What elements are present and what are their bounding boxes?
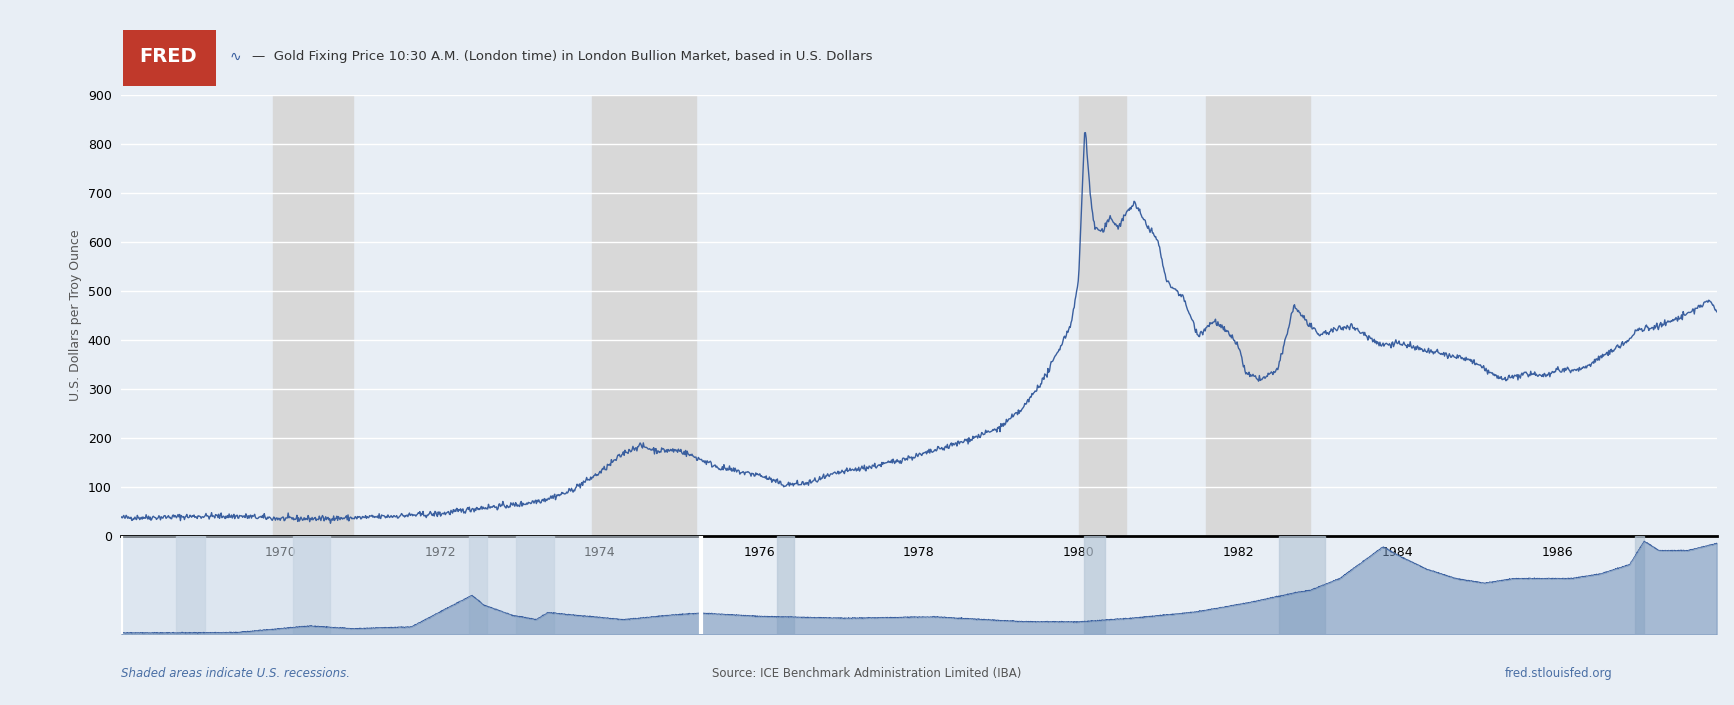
Bar — [515, 537, 553, 634]
Y-axis label: U.S. Dollars per Troy Ounce: U.S. Dollars per Troy Ounce — [69, 230, 81, 401]
Text: fred.stlouisfed.org: fred.stlouisfed.org — [1505, 668, 1613, 680]
Bar — [177, 537, 206, 634]
Bar — [1635, 537, 1644, 634]
Bar — [293, 537, 329, 634]
Text: —  Gold Fixing Price 10:30 A.M. (London time) in London Bullion Market, based in: — Gold Fixing Price 10:30 A.M. (London t… — [251, 50, 872, 63]
Bar — [591, 94, 695, 537]
FancyBboxPatch shape — [123, 30, 215, 86]
Bar — [121, 537, 702, 634]
Bar — [1207, 94, 1309, 537]
Bar — [1084, 537, 1105, 634]
Bar — [470, 537, 487, 634]
Bar — [1079, 94, 1127, 537]
Text: ∿: ∿ — [231, 49, 241, 63]
Text: Shaded areas indicate U.S. recessions.: Shaded areas indicate U.S. recessions. — [121, 668, 350, 680]
Bar — [1278, 537, 1325, 634]
Text: FRED: FRED — [139, 47, 196, 66]
Bar — [777, 537, 794, 634]
Text: Source: ICE Benchmark Administration Limited (IBA): Source: ICE Benchmark Administration Lim… — [713, 668, 1021, 680]
Bar — [272, 94, 352, 537]
